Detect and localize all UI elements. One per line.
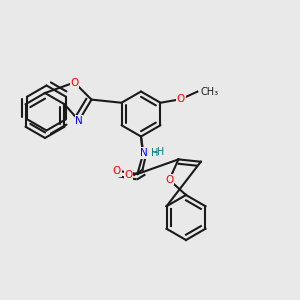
Text: H: H	[152, 148, 159, 158]
Text: N: N	[141, 149, 149, 159]
Text: O: O	[177, 94, 185, 104]
Text: O: O	[177, 94, 185, 104]
Text: O: O	[113, 166, 121, 176]
Text: –H: –H	[153, 147, 165, 157]
Text: O: O	[124, 170, 133, 180]
Text: N: N	[140, 148, 147, 158]
Text: N: N	[75, 116, 83, 126]
Text: O: O	[165, 175, 173, 185]
Text: O: O	[70, 77, 79, 88]
Text: CH₃: CH₃	[200, 87, 218, 97]
